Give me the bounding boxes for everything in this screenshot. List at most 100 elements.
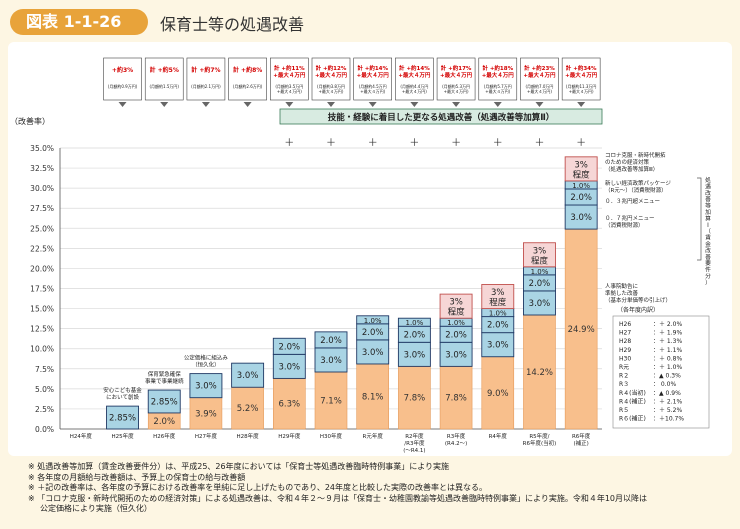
bar-segment-pink <box>564 156 598 182</box>
breakdown-year: H27 <box>619 330 631 337</box>
breakdown-year: R元 <box>619 364 629 371</box>
bar-segment-label: 2.85% <box>109 414 136 424</box>
increase-box <box>561 57 601 101</box>
down-arrow-icon <box>452 102 461 107</box>
increase-box-rate: +最大４万円 <box>440 71 473 79</box>
down-arrow-icon <box>577 102 586 107</box>
plus-sign: ＋ <box>493 138 503 149</box>
bar-segment-label: 3.0% <box>529 299 551 309</box>
y-tick-label: 17.5% <box>30 285 54 294</box>
x-tick-label: R3年度 <box>447 432 466 440</box>
x-tick-label: R6年度 <box>572 432 591 440</box>
increase-box-rate: 計 +約8% <box>233 66 262 74</box>
increase-box-rate: 計 +約34% <box>566 64 597 72</box>
increase-box-amount: +最大４万円) <box>319 88 344 94</box>
down-arrow-icon <box>243 102 252 107</box>
skill-banner-text: 技能・経験に着目した更なる処遇改善（処遇改善等加算Ⅱ） <box>328 112 555 123</box>
increase-box-amount: (月額約7.0万円 <box>526 83 554 89</box>
bar-segment-label: 2.85% <box>151 398 178 408</box>
bar-segment <box>272 353 306 379</box>
increase-box-amount: +最大４万円) <box>527 88 552 94</box>
side-note-covid: （処遇改善等加算Ⅲ） <box>605 165 658 173</box>
side-note-package: 新しい経済政策パッケージ <box>605 179 671 187</box>
x-tick-label: /R3年度 <box>404 439 425 447</box>
bar-base-label: 9.0% <box>487 389 509 399</box>
side-note-vertical-char: 件 <box>705 266 711 274</box>
breakdown-year: R６(補正) <box>619 415 646 423</box>
bar-base-label: 14.2% <box>526 368 553 378</box>
breakdown-year: R４(補正) <box>619 397 646 405</box>
breakdown-value: ：＋ 1.3% <box>653 338 682 345</box>
breakdown-title: （各年度内訳） <box>617 306 659 314</box>
increase-box-rate: 計 +約12% <box>316 64 347 72</box>
bar-base <box>564 228 598 430</box>
breakdown-box <box>612 315 710 429</box>
figure-badge: 図表 1-1-26 <box>10 9 148 35</box>
bar-segment-label: 3.0% <box>362 348 384 358</box>
y-tick-label: 7.5% <box>35 365 54 374</box>
down-arrow-icon <box>493 102 502 107</box>
bar-segment-label: 程度 <box>573 169 591 180</box>
y-tick-label: 10.0% <box>30 345 54 354</box>
increase-box-rate: +最大４万円 <box>565 71 598 79</box>
x-tick-label: R5年度/ <box>529 432 549 440</box>
bar-segment-label: 2.0% <box>279 342 301 352</box>
increase-box-rate: +最大４万円 <box>315 71 348 79</box>
side-note-vertical-char: 加 <box>705 208 711 216</box>
increase-box-amount: +最大４万円) <box>444 88 469 94</box>
increase-box-amount: +最大４万円) <box>569 88 594 94</box>
bar-segment-label: 3.0% <box>404 350 426 360</box>
x-tick-label: H24年度 <box>70 432 93 440</box>
bar-segment <box>272 337 306 355</box>
breakdown-value: ：▲ 0.9% <box>653 390 681 397</box>
x-tick-label: H27年度 <box>195 432 218 440</box>
increase-box <box>270 57 309 101</box>
increase-box-amount: +最大４万円) <box>277 88 302 94</box>
bar-segment-pink <box>439 293 473 319</box>
side-note-vertical-char: 改 <box>705 189 711 197</box>
y-tick-label: 20.0% <box>30 264 54 273</box>
bracket <box>697 177 702 261</box>
header: 図表 1-1-26 保育士等の処遇改善 <box>0 0 740 42</box>
bar-segment-label: 3.0% <box>195 382 217 392</box>
increase-box-rate: +約3% <box>112 66 133 74</box>
bar-segment <box>356 315 390 325</box>
side-note-vertical-char: 金 <box>705 240 711 248</box>
breakdown-year: H26 <box>619 321 631 328</box>
bar-segment-label: 3% <box>533 246 547 256</box>
y-tick-label: 0.0% <box>35 425 54 434</box>
bar-segment-label: 2.0% <box>529 279 551 289</box>
side-note-vertical-char: 賃 <box>705 234 711 242</box>
breakdown-value: ：＋ 1.0% <box>653 364 682 371</box>
down-arrow-icon <box>118 102 127 107</box>
increase-box <box>353 57 392 101</box>
increase-box-amount: (月額約5.3万円 <box>442 83 470 89</box>
down-arrow-icon <box>285 102 294 107</box>
bar-segment <box>314 347 348 373</box>
bar-segment-label: 2.0% <box>404 330 426 340</box>
y-tick-label: 25.0% <box>30 224 54 233</box>
breakdown-year: H28 <box>619 338 631 345</box>
increase-box-rate: +最大４万円 <box>482 71 515 79</box>
bar-segment-label: 3.0% <box>445 350 467 360</box>
side-note-menu3: ０．３兆円超メニュー <box>605 197 660 205</box>
bar-segment-label: 2.0% <box>362 328 384 338</box>
increase-box <box>478 57 518 101</box>
bar-segment-label: 1.0% <box>572 182 590 190</box>
side-note-vertical-char: 処 <box>705 176 711 184</box>
bar-segment-label: 3.0% <box>570 213 592 223</box>
increase-box-rate: 計 +約7% <box>191 66 220 74</box>
x-tick-label: (補正) <box>574 439 589 447</box>
increase-box <box>144 57 184 101</box>
bar-base <box>273 378 306 430</box>
increase-box-rate: 計 +約5% <box>150 66 179 74</box>
bar-base <box>356 363 389 430</box>
y-tick-label: 22.5% <box>30 244 54 253</box>
increase-box-amount: (月額約0.9万円) <box>108 83 138 89</box>
bar-annotation: 公定価格に組込み <box>184 354 229 362</box>
increase-box-amount: (月額約3.8万円 <box>317 83 345 89</box>
increase-box <box>520 57 559 101</box>
bar-segment-label: 1.0% <box>531 268 549 276</box>
breakdown-value: ：＋ 2.1% <box>653 398 682 405</box>
increase-box-rate: 計 +約14% <box>399 64 430 72</box>
